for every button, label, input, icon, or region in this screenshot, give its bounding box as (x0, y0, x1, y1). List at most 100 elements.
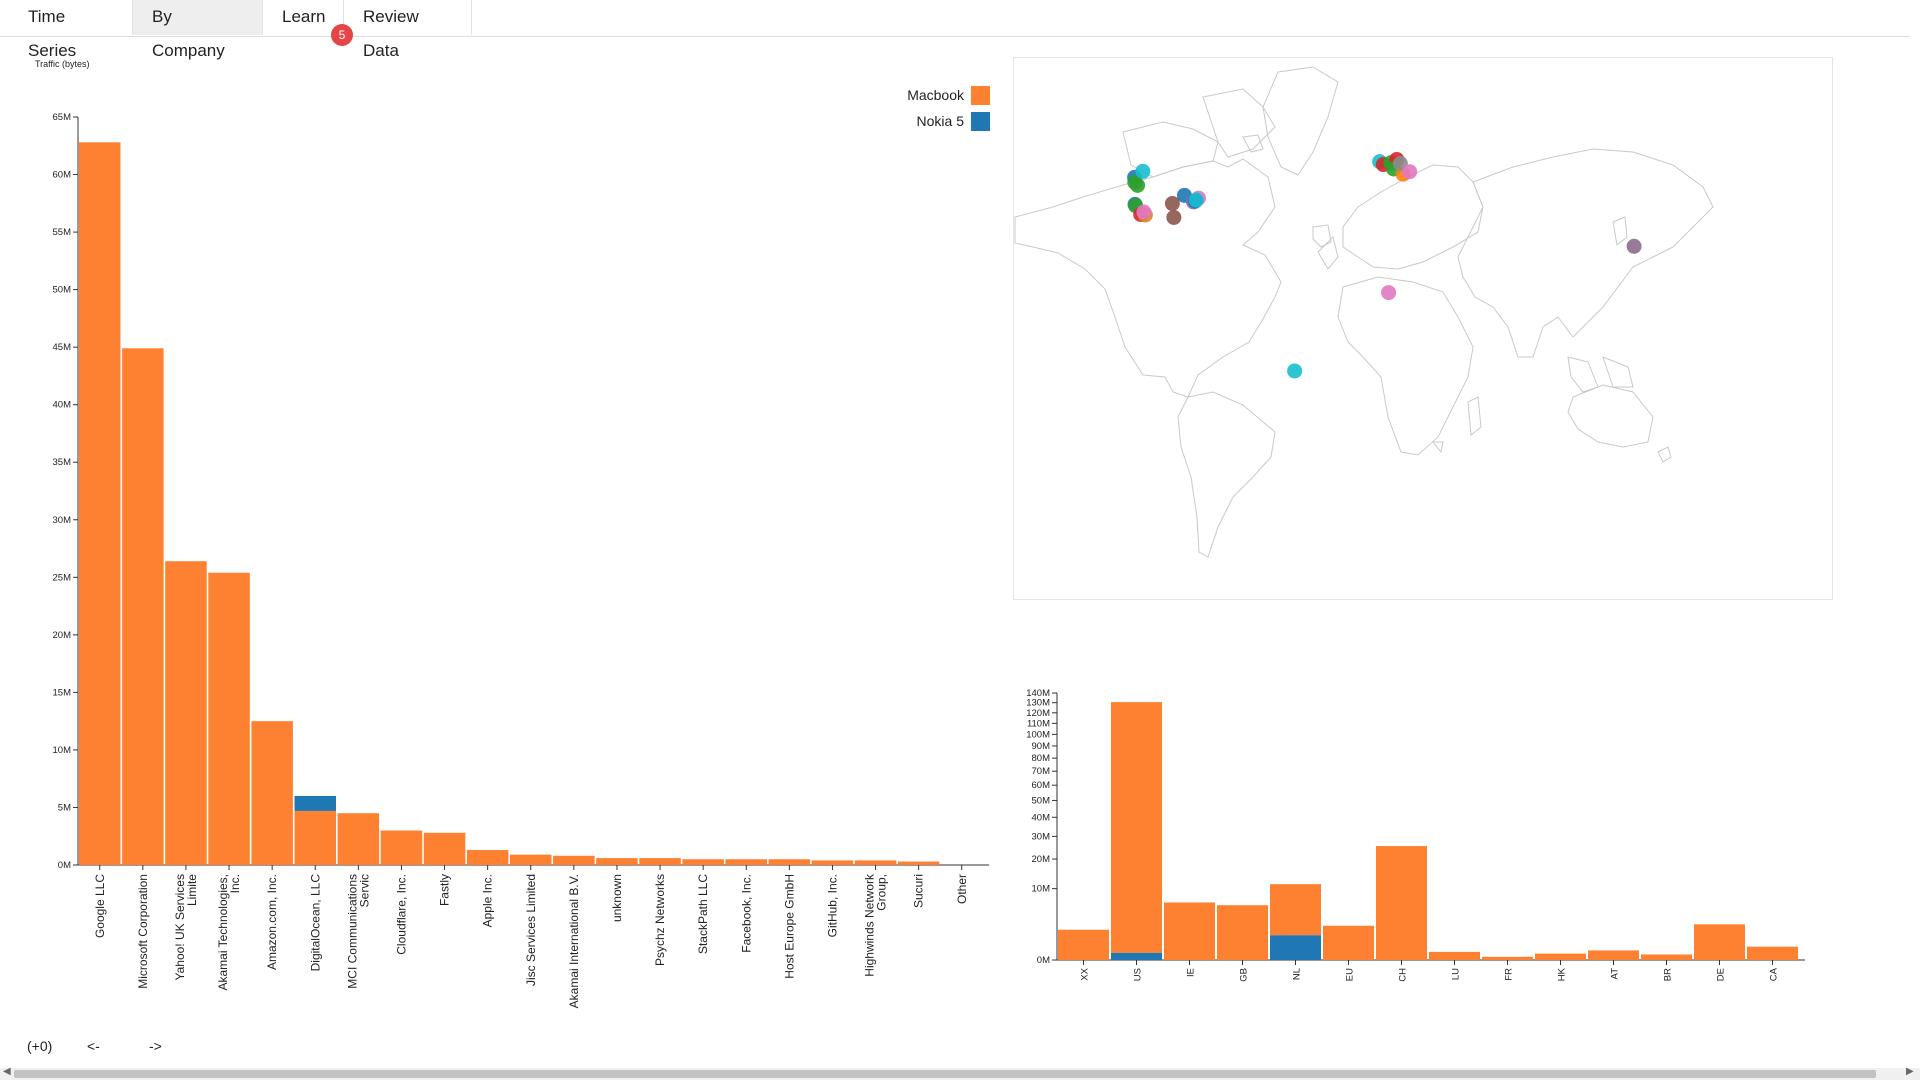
map-location-marker[interactable] (1135, 163, 1151, 179)
x-tick-label: Psychz Networks (653, 874, 667, 966)
x-tick-label: Limite (185, 874, 199, 906)
x-tick-label: DigitalOcean, LLC (308, 874, 322, 972)
bar-macbook[interactable] (1058, 929, 1109, 960)
y-tick-label: 100M (1026, 729, 1050, 740)
x-tick-label: LU (1451, 968, 1462, 980)
bar-macbook[interactable] (1270, 884, 1321, 936)
horizontal-scrollbar[interactable]: ◀ ▶ (0, 1066, 1920, 1080)
bar-macbook[interactable] (897, 861, 940, 865)
y-tick-label: 70M (1032, 766, 1051, 777)
bar-macbook[interactable] (553, 855, 595, 865)
y-tick-label: 60M (53, 170, 72, 181)
bar-macbook[interactable] (1376, 846, 1427, 960)
bar-macbook[interactable] (208, 572, 250, 865)
map-location-marker[interactable] (1402, 164, 1418, 180)
y-tick-label: 40M (53, 400, 72, 411)
map-location-marker[interactable] (1136, 204, 1152, 220)
bar-macbook[interactable] (380, 830, 423, 865)
x-tick-label: Facebook, Inc. (739, 874, 753, 953)
x-tick-label: GitHub, Inc. (825, 874, 839, 937)
tab-review-data[interactable]: Review Data (344, 0, 471, 60)
y-tick-label: 0M (1037, 955, 1050, 966)
y-tick-label: 20M (1032, 854, 1051, 865)
bar-macbook[interactable] (337, 813, 380, 865)
bar-macbook[interactable] (294, 810, 337, 865)
x-tick-label: Host Europe GmbH (782, 874, 796, 979)
map-location-marker[interactable] (1287, 363, 1303, 379)
bar-macbook[interactable] (79, 142, 121, 866)
scroll-left-icon[interactable]: ◀ (3, 1066, 11, 1077)
bar-macbook[interactable] (1747, 946, 1798, 960)
map-location-marker[interactable] (1164, 196, 1180, 212)
bar-macbook[interactable] (1482, 956, 1533, 960)
x-tick-label: Google LLC (93, 874, 107, 938)
bar-nokia-5[interactable] (1270, 935, 1321, 960)
bar-macbook[interactable] (768, 859, 811, 865)
legend: Macbook Nokia 5 (880, 86, 990, 138)
world-map (1013, 57, 1833, 600)
bar-macbook[interactable] (639, 858, 681, 865)
tab-learn[interactable]: Learn (263, 0, 343, 35)
bar-macbook[interactable] (423, 832, 466, 865)
x-tick-label: Yahoo! UK Services (173, 874, 187, 981)
x-tick-label: US (1133, 968, 1144, 981)
bar-macbook[interactable] (1164, 902, 1215, 960)
bar-macbook[interactable] (1111, 702, 1162, 953)
x-tick-label: HK (1557, 967, 1568, 981)
bar-macbook[interactable] (122, 348, 164, 865)
prev-page-button[interactable]: <- (87, 1038, 100, 1054)
bar-macbook[interactable] (165, 561, 207, 865)
bar-macbook[interactable] (466, 850, 509, 865)
bar-macbook[interactable] (725, 859, 768, 865)
tab-time-series[interactable]: Time Series (9, 0, 131, 60)
x-tick-label: FR (1504, 968, 1515, 981)
bar-macbook[interactable] (1641, 954, 1692, 960)
bar-macbook[interactable] (854, 860, 897, 865)
next-page-button[interactable]: -> (149, 1038, 162, 1054)
bar-macbook[interactable] (1217, 905, 1268, 960)
bar-macbook[interactable] (1429, 951, 1480, 960)
bar-macbook[interactable] (811, 860, 854, 865)
y-tick-label: 80M (1032, 753, 1051, 764)
x-tick-label: AT (1610, 968, 1621, 980)
tab-label: Learn (282, 7, 326, 26)
y-tick-label: 30M (53, 515, 72, 526)
bar-macbook[interactable] (1535, 953, 1586, 960)
x-tick-label: XX (1080, 967, 1091, 980)
x-tick-label: EU (1345, 968, 1356, 981)
y-axis-label: Traffic (bytes) (35, 59, 90, 69)
scroll-right-icon[interactable]: ▶ (1906, 1066, 1914, 1077)
map-location-marker[interactable] (1626, 238, 1642, 254)
y-tick-label: 45M (53, 342, 72, 353)
y-tick-label: 65M (53, 112, 72, 123)
y-tick-label: 140M (1026, 688, 1050, 699)
y-tick-label: 55M (53, 227, 72, 238)
legend-item-macbook[interactable]: Macbook (880, 86, 990, 112)
bar-macbook[interactable] (1323, 925, 1374, 960)
y-tick-label: 0M (58, 860, 71, 871)
y-tick-label: 30M (1032, 831, 1051, 842)
bar-macbook[interactable] (510, 854, 552, 865)
x-tick-label: Akamai International B.V. (567, 874, 581, 1008)
legend-item-nokia[interactable]: Nokia 5 (880, 112, 990, 138)
x-tick-label: Sucuri (912, 874, 926, 908)
legend-label: Macbook (907, 87, 964, 103)
bar-macbook[interactable] (1694, 924, 1745, 960)
bar-nokia-5[interactable] (294, 795, 337, 811)
map-location-marker[interactable] (1188, 192, 1204, 208)
x-tick-label: Highwinds Network (863, 873, 877, 977)
map-location-marker[interactable] (1130, 177, 1146, 193)
map-location-marker[interactable] (1166, 209, 1182, 225)
y-tick-label: 40M (1032, 812, 1051, 823)
bar-macbook[interactable] (1588, 950, 1639, 960)
bar-macbook[interactable] (251, 721, 293, 865)
bar-macbook[interactable] (596, 858, 638, 865)
y-tick-label: 50M (1032, 795, 1051, 806)
map-frame (1013, 57, 1833, 600)
bar-nokia-5[interactable] (1111, 952, 1162, 960)
map-location-marker[interactable] (1381, 285, 1397, 301)
bar-macbook[interactable] (682, 859, 724, 865)
scroll-thumb[interactable] (14, 1070, 1876, 1078)
tab-by-company[interactable]: By Company (133, 0, 262, 60)
map-points (1127, 151, 1642, 379)
